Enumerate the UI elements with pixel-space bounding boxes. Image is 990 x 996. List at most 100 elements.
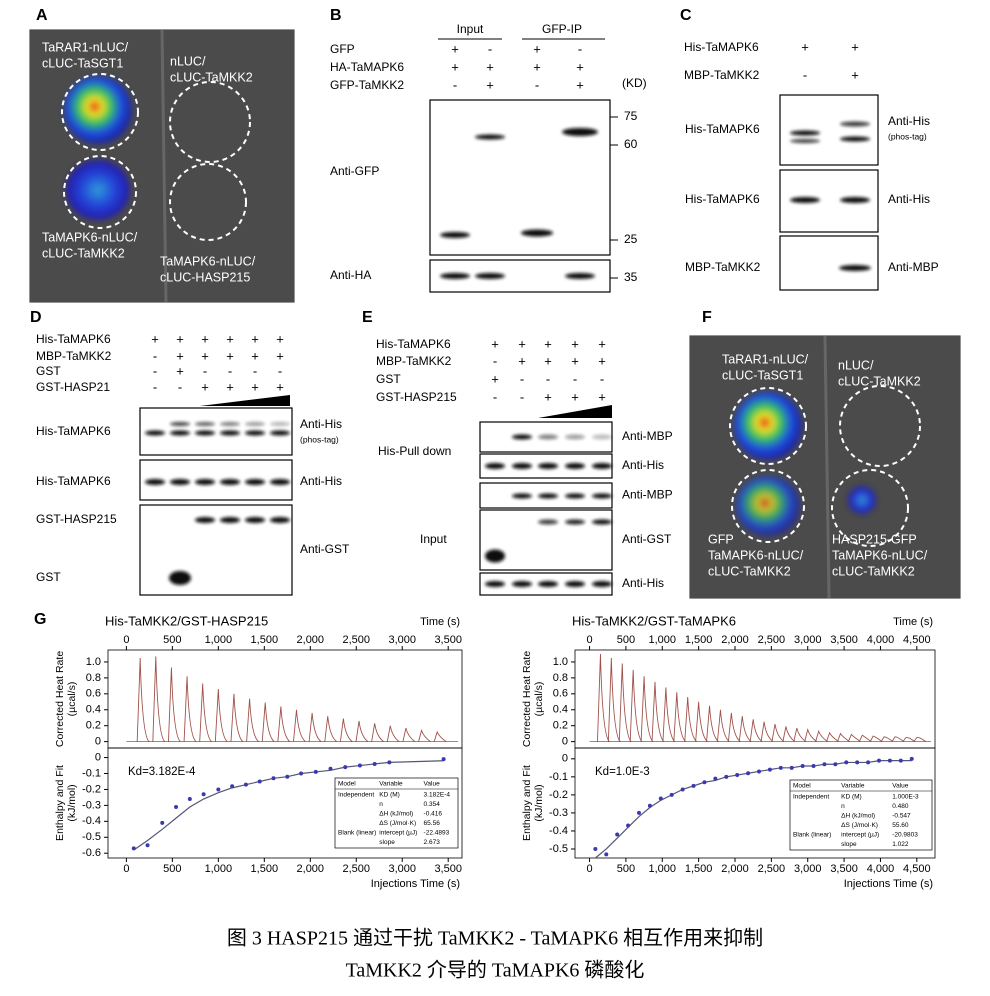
plot-title: His-TaMKK2/GST-TaMAPK6 (572, 613, 736, 628)
table-cell: KD (M) (379, 792, 400, 799)
sign: - (573, 371, 577, 386)
data-point (833, 762, 838, 767)
table-cell: Blank (linear) (793, 832, 831, 839)
y-tick-label: 0.6 (553, 688, 568, 700)
heat-peak (760, 721, 774, 742)
blot-label: His-TaMAPK6 (685, 122, 760, 136)
band (145, 430, 165, 436)
sign: + (571, 336, 579, 351)
data-point (887, 758, 892, 763)
sign: + (598, 353, 606, 368)
blot-frame (139, 407, 293, 456)
data-point (243, 782, 248, 787)
heat-peak (230, 693, 244, 742)
band (562, 128, 598, 136)
data-point (201, 792, 206, 797)
data-point (735, 773, 740, 778)
antibody-label: Anti-His (622, 458, 664, 472)
x-tick-label: 3,500 (830, 863, 858, 875)
data-point (669, 792, 674, 797)
sign: + (151, 331, 159, 346)
data-point (746, 771, 751, 776)
heat-peak (167, 667, 181, 742)
sign: + (544, 389, 552, 404)
band (538, 493, 558, 499)
y-tick-label: 1.0 (553, 656, 568, 668)
x-tick-label: 500 (617, 634, 635, 646)
band (475, 273, 505, 279)
spot-label: cLUC-HASP215 (160, 270, 250, 284)
y-tick-label: 0 (95, 736, 101, 748)
x-tick-label: 3,000 (388, 634, 416, 646)
sign: - (228, 363, 232, 378)
spot-label: nLUC/ (170, 54, 206, 68)
row-label: GST (36, 364, 61, 378)
data-point (866, 760, 871, 765)
sign: - (153, 348, 157, 363)
band (565, 519, 585, 525)
table-cell: KD (M) (841, 794, 862, 801)
data-point (713, 776, 718, 781)
band (220, 479, 240, 485)
x-tick-label: 3,000 (388, 863, 416, 875)
heat-peak (199, 683, 213, 742)
heat-peak (771, 724, 785, 742)
heat-peak (695, 701, 708, 742)
plot-title: His-TaMKK2/GST-HASP215 (105, 613, 268, 628)
sign: + (491, 371, 499, 386)
data-point (909, 756, 914, 761)
sign: + (226, 331, 234, 346)
band (195, 430, 215, 436)
sign: + (251, 348, 259, 363)
sign: - (535, 77, 539, 92)
row-label: GFP-TaMKK2 (330, 78, 404, 92)
table-cell: Independent (793, 794, 829, 801)
sign: - (453, 77, 457, 92)
band (270, 517, 290, 523)
panel-label: G (34, 611, 46, 628)
spot-label: TaMAPK6-nLUC/ (42, 230, 138, 244)
axis-title: (µcal/s) (533, 682, 545, 717)
spot-label: cLUC-TaMKK2 (708, 564, 791, 578)
table-cell: 65.56 (424, 820, 441, 827)
band (840, 121, 870, 127)
heat-peak (183, 676, 197, 742)
y-tick-label: 0 (562, 736, 568, 748)
sign: - (178, 379, 182, 394)
x-tick-label: 1,500 (685, 634, 713, 646)
blot-label: GST-HASP215 (36, 512, 117, 526)
table-cell: 1.022 (892, 841, 909, 848)
table-cell: Model (793, 783, 811, 790)
band (538, 463, 558, 469)
sign: + (544, 353, 552, 368)
blot-frame (429, 99, 611, 256)
sign: - (578, 41, 582, 56)
sign: - (520, 371, 524, 386)
blot-label: GST (36, 570, 61, 584)
sign: + (486, 59, 494, 74)
band (195, 517, 215, 523)
y-tick-label: 0.4 (553, 704, 568, 716)
sign: - (803, 67, 807, 82)
spot-label: nLUC/ (838, 358, 874, 372)
data-point (800, 764, 805, 769)
note-label: (phos-tag) (888, 131, 927, 141)
antibody-label: Anti-MBP (622, 429, 673, 443)
band (840, 197, 870, 203)
row-label: His-TaMAPK6 (684, 40, 759, 54)
band (195, 479, 215, 485)
data-point (822, 762, 827, 767)
blot-label: His-TaMAPK6 (36, 474, 111, 488)
band (565, 581, 585, 587)
band (565, 273, 595, 279)
table-cell: 55.60 (892, 822, 909, 829)
x-tick-label: 3,500 (434, 634, 462, 646)
data-point (691, 783, 696, 788)
band (220, 430, 240, 436)
heat-peak (749, 719, 763, 742)
axis-title: Injections Time (s) (371, 878, 460, 890)
row-label: GST-HASP21 (36, 380, 110, 394)
y-tick-label: 0.8 (86, 672, 101, 684)
axis-title: (µcal/s) (66, 682, 78, 717)
band (475, 134, 505, 140)
